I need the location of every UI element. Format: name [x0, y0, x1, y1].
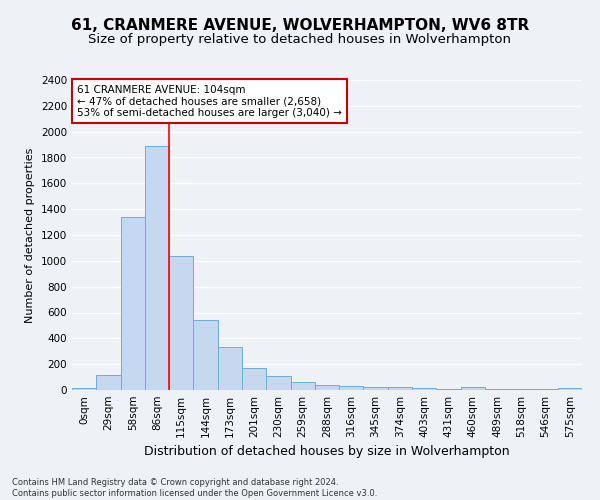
- Bar: [315, 385, 339, 390]
- Text: 61 CRANMERE AVENUE: 104sqm
← 47% of detached houses are smaller (2,658)
53% of s: 61 CRANMERE AVENUE: 104sqm ← 47% of deta…: [77, 84, 342, 118]
- Bar: [412, 388, 436, 390]
- Text: 61, CRANMERE AVENUE, WOLVERHAMPTON, WV6 8TR: 61, CRANMERE AVENUE, WOLVERHAMPTON, WV6 …: [71, 18, 529, 32]
- Bar: [145, 146, 169, 390]
- Bar: [388, 388, 412, 390]
- Bar: [193, 320, 218, 390]
- Bar: [364, 387, 388, 390]
- Bar: [218, 346, 242, 390]
- Bar: [169, 256, 193, 390]
- Text: Contains HM Land Registry data © Crown copyright and database right 2024.
Contai: Contains HM Land Registry data © Crown c…: [12, 478, 377, 498]
- Bar: [461, 388, 485, 390]
- X-axis label: Distribution of detached houses by size in Wolverhampton: Distribution of detached houses by size …: [144, 446, 510, 458]
- Bar: [121, 217, 145, 390]
- Bar: [242, 368, 266, 390]
- Y-axis label: Number of detached properties: Number of detached properties: [25, 148, 35, 322]
- Bar: [96, 374, 121, 390]
- Text: Size of property relative to detached houses in Wolverhampton: Size of property relative to detached ho…: [89, 32, 511, 46]
- Bar: [72, 388, 96, 390]
- Bar: [339, 386, 364, 390]
- Bar: [266, 376, 290, 390]
- Bar: [558, 388, 582, 390]
- Bar: [290, 382, 315, 390]
